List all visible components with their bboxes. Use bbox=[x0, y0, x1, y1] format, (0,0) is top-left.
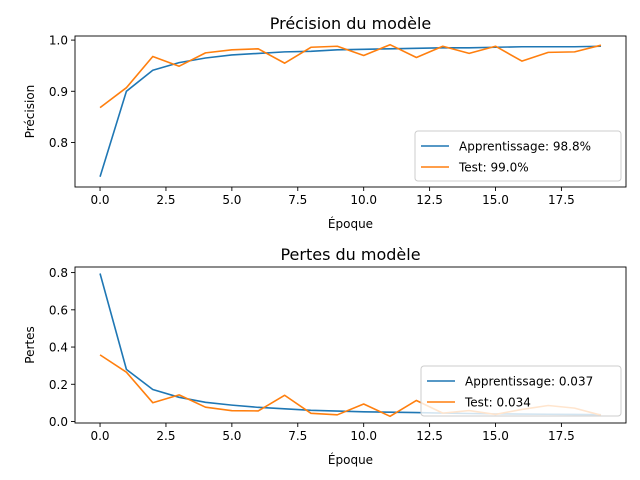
legend-box bbox=[414, 130, 622, 182]
x-tick-label: 2.5 bbox=[156, 429, 175, 443]
x-tick-label: 12.5 bbox=[416, 429, 443, 443]
x-tick-label: 2.5 bbox=[156, 193, 175, 207]
y-tick-label: 0.8 bbox=[49, 136, 68, 150]
chart-title: Précision du modèle bbox=[270, 14, 432, 33]
y-axis-label: Pertes bbox=[23, 326, 37, 363]
y-tick-label: 0.6 bbox=[49, 303, 68, 317]
series-line-2 bbox=[99, 43, 602, 109]
chart-title: Pertes du modèle bbox=[280, 245, 420, 264]
x-tick-label: 0.0 bbox=[90, 193, 109, 207]
x-tick-label: 10.0 bbox=[350, 429, 377, 443]
x-tick-label: 17.5 bbox=[548, 193, 575, 207]
legend-label: Apprentissage: 0.037 bbox=[465, 375, 593, 389]
x-tick-label: 12.5 bbox=[416, 193, 443, 207]
subplot-2: Pertes du modèle 0.0 2.5 5.0 7.5 10.0 12.5 15.0… bbox=[23, 245, 627, 467]
subplot-1: Précision du modèle 0.0 2.5 5.0 7.5 10.0 12.5 1… bbox=[23, 14, 627, 231]
x-tick-label: 7.5 bbox=[288, 193, 307, 207]
x-axis-label: Époque bbox=[328, 216, 373, 231]
legend-box bbox=[420, 365, 622, 417]
axes-frame bbox=[74, 266, 627, 424]
legend-label: Test: 99.0% bbox=[458, 161, 529, 175]
x-axis-label: Époque bbox=[328, 452, 373, 467]
y-axis-label: Précision bbox=[23, 85, 37, 139]
y-tick-label: 0.0 bbox=[49, 415, 68, 429]
x-tick-label: 0.0 bbox=[90, 429, 109, 443]
y-tick-label: 0.4 bbox=[49, 341, 68, 355]
x-tick-label: 7.5 bbox=[288, 429, 307, 443]
x-tick-label: 10.0 bbox=[350, 193, 377, 207]
legend-label: Apprentissage: 98.8% bbox=[459, 140, 591, 154]
x-tick-label: 17.5 bbox=[548, 429, 575, 443]
x-tick-label: 5.0 bbox=[222, 429, 241, 443]
axes-frame bbox=[74, 35, 627, 188]
series-line-1 bbox=[99, 45, 601, 177]
legend: Apprentissage: 98.8% Test: 99.0% bbox=[414, 130, 622, 182]
legend: Apprentissage: 0.037 Test: 0.034 bbox=[420, 365, 622, 417]
x-tick-label: 5.0 bbox=[222, 193, 241, 207]
y-tick-label: 0.2 bbox=[49, 378, 68, 392]
x-tick-label: 15.0 bbox=[482, 193, 509, 207]
y-tick-label: 1.0 bbox=[49, 34, 68, 48]
y-tick-label: 0.8 bbox=[49, 266, 68, 280]
legend-label: Test: 0.034 bbox=[464, 396, 531, 410]
x-tick-label: 15.0 bbox=[482, 429, 509, 443]
y-tick-label: 0.9 bbox=[49, 85, 68, 99]
